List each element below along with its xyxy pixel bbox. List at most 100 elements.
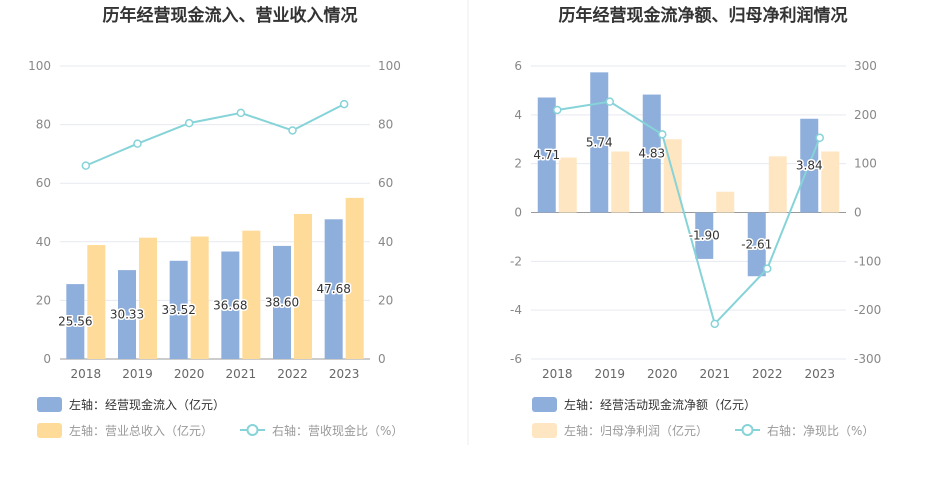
legend-label-revenue-cash-ratio[interactable]: 右轴：营收现金比（%）: [272, 423, 403, 438]
y-right-tick-label: -100: [854, 254, 881, 268]
line-point: [815, 133, 824, 143]
bar-bar-primary: [324, 219, 343, 359]
y-right-tick-label: 40: [378, 235, 393, 249]
y-left-tick-label: 100: [28, 59, 51, 73]
y-right-tick-label: 200: [854, 108, 877, 122]
bar-secondary: [190, 236, 209, 359]
bar-data-label: -1.90: [689, 229, 720, 243]
bar-secondary: [716, 191, 735, 213]
bar-secondary: [768, 156, 787, 213]
bar-secondary: [558, 157, 577, 213]
x-tick-label: 2018: [71, 367, 102, 381]
bar-secondary: [242, 230, 261, 359]
y-left-tick-label: -4: [510, 303, 522, 317]
bar-secondary: [345, 197, 364, 359]
bar-bar-primary: [695, 212, 714, 259]
legend-label-revenue[interactable]: 左轴：营业总收入（亿元）: [69, 423, 213, 438]
y-right-tick-label: 100: [854, 157, 877, 171]
line-point: [236, 108, 246, 118]
line-point: [553, 105, 562, 115]
y-right-tick-label: 60: [378, 176, 393, 190]
bar-data-label: 4.83: [638, 147, 665, 161]
y-right-tick-label: 300: [854, 59, 877, 73]
chart-1-title: 历年经营现金流入、营业收入情况: [103, 5, 358, 26]
line-point: [288, 126, 297, 135]
bar-bar-primary: [590, 72, 609, 213]
y-left-tick-label: 2: [514, 157, 522, 171]
legend-label-cash-inflow[interactable]: 左轴：经营现金流入（亿元）: [69, 397, 225, 412]
bar-data-label: 47.68: [316, 282, 350, 296]
bar-data-label: -2.61: [741, 237, 772, 251]
x-tick-label: 2020: [174, 367, 205, 381]
y-left-tick-label: 40: [36, 235, 51, 249]
y-left-tick-label: -6: [510, 352, 522, 366]
bar-data-label: 30.33: [110, 308, 144, 322]
y-left-tick-label: 60: [36, 176, 51, 190]
line-series: [557, 100, 821, 326]
x-tick-label: 2021: [699, 367, 730, 381]
x-tick-label: 2019: [594, 367, 625, 381]
bar-data-label: 36.68: [213, 298, 247, 312]
y-right-tick-label: -200: [854, 303, 881, 317]
bar-bar-primary: [169, 260, 188, 359]
legend-line-marker-icon: [741, 424, 754, 436]
bar-bar-primary: [221, 251, 240, 359]
y-right-tick-label: 0: [378, 352, 386, 366]
legend-swatch-revenue[interactable]: [37, 423, 62, 438]
bar-bar-primary: [747, 212, 766, 277]
x-tick-label: 2023: [804, 367, 835, 381]
y-right-tick-label: 100: [378, 59, 401, 73]
y-left-tick-label: 6: [514, 59, 522, 73]
bar-secondary: [87, 245, 106, 359]
line-point: [658, 130, 667, 139]
x-tick-label: 2021: [226, 367, 257, 381]
x-tick-label: 2019: [122, 367, 153, 381]
y-left-tick-label: 0: [43, 352, 51, 366]
chart-2-title: 历年经营现金流净额、归母净利润情况: [559, 5, 848, 26]
y-left-tick-label: -2: [510, 254, 522, 268]
x-tick-label: 2023: [329, 367, 360, 381]
line-point: [81, 161, 91, 170]
line-point: [339, 99, 349, 109]
bar-secondary: [139, 237, 157, 359]
line-point: [763, 264, 772, 273]
y-left-tick-label: 0: [514, 206, 522, 220]
bar-data-label: 4.71: [533, 148, 560, 162]
bar-bar-primary: [66, 284, 85, 359]
bar-data-label: 25.56: [58, 315, 92, 329]
line-point: [184, 118, 194, 128]
chart-1-plot: 0 20 40 60 80 100 0 20 40 60 80 100 2018 2019 2020 2021…: [28, 59, 401, 381]
chart-2-legend: 左轴：经营活动现金流净额（亿元） 左轴：归母净利润（亿元） 右轴：净现比（%）: [532, 397, 874, 438]
chart-1-legend: 左轴：经营现金流入（亿元） 左轴：营业总收入（亿元） 右轴：营收现金比（%）: [37, 397, 403, 438]
legend-label-net-profit[interactable]: 左轴：归母净利润（亿元）: [564, 423, 708, 438]
bar-bar-primary: [537, 97, 556, 213]
y-right-tick-label: 0: [854, 206, 862, 220]
bar-data-label: 3.84: [796, 159, 823, 173]
y-right-tick-label: 80: [378, 118, 393, 132]
chart-2-plot: -6 -4 -2 0 2 4 6 -300 -200 -100 0 100 200 300 2018 2019…: [510, 59, 881, 381]
legend-label-net-cash-flow[interactable]: 左轴：经营活动现金流净额（亿元）: [564, 397, 756, 412]
bar-bar-primary: [118, 270, 136, 359]
bar-data-label: 38.60: [265, 295, 299, 309]
line-point: [605, 97, 614, 106]
bar-secondary: [611, 151, 630, 213]
y-right-tick-label: 20: [378, 293, 393, 307]
legend-label-net-cash-ratio[interactable]: 右轴：净现比（%）: [767, 423, 874, 438]
x-tick-label: 2018: [542, 367, 573, 381]
x-tick-label: 2022: [277, 367, 308, 381]
line-point: [133, 139, 142, 148]
y-left-tick-label: 4: [514, 108, 522, 122]
bar-data-label: 5.74: [586, 135, 613, 149]
x-tick-label: 2020: [647, 367, 678, 381]
line-series: [85, 103, 345, 167]
legend-swatch-cash-inflow[interactable]: [37, 397, 62, 412]
bar-secondary: [294, 213, 312, 359]
legend-swatch-net-cash-flow[interactable]: [532, 397, 557, 412]
legend-swatch-net-profit[interactable]: [532, 423, 557, 438]
line-point: [710, 319, 719, 329]
y-right-tick-label: -300: [854, 352, 881, 366]
bar-bar-primary: [273, 245, 291, 359]
legend-line-marker-icon: [246, 424, 259, 436]
x-tick-label: 2022: [752, 367, 783, 381]
